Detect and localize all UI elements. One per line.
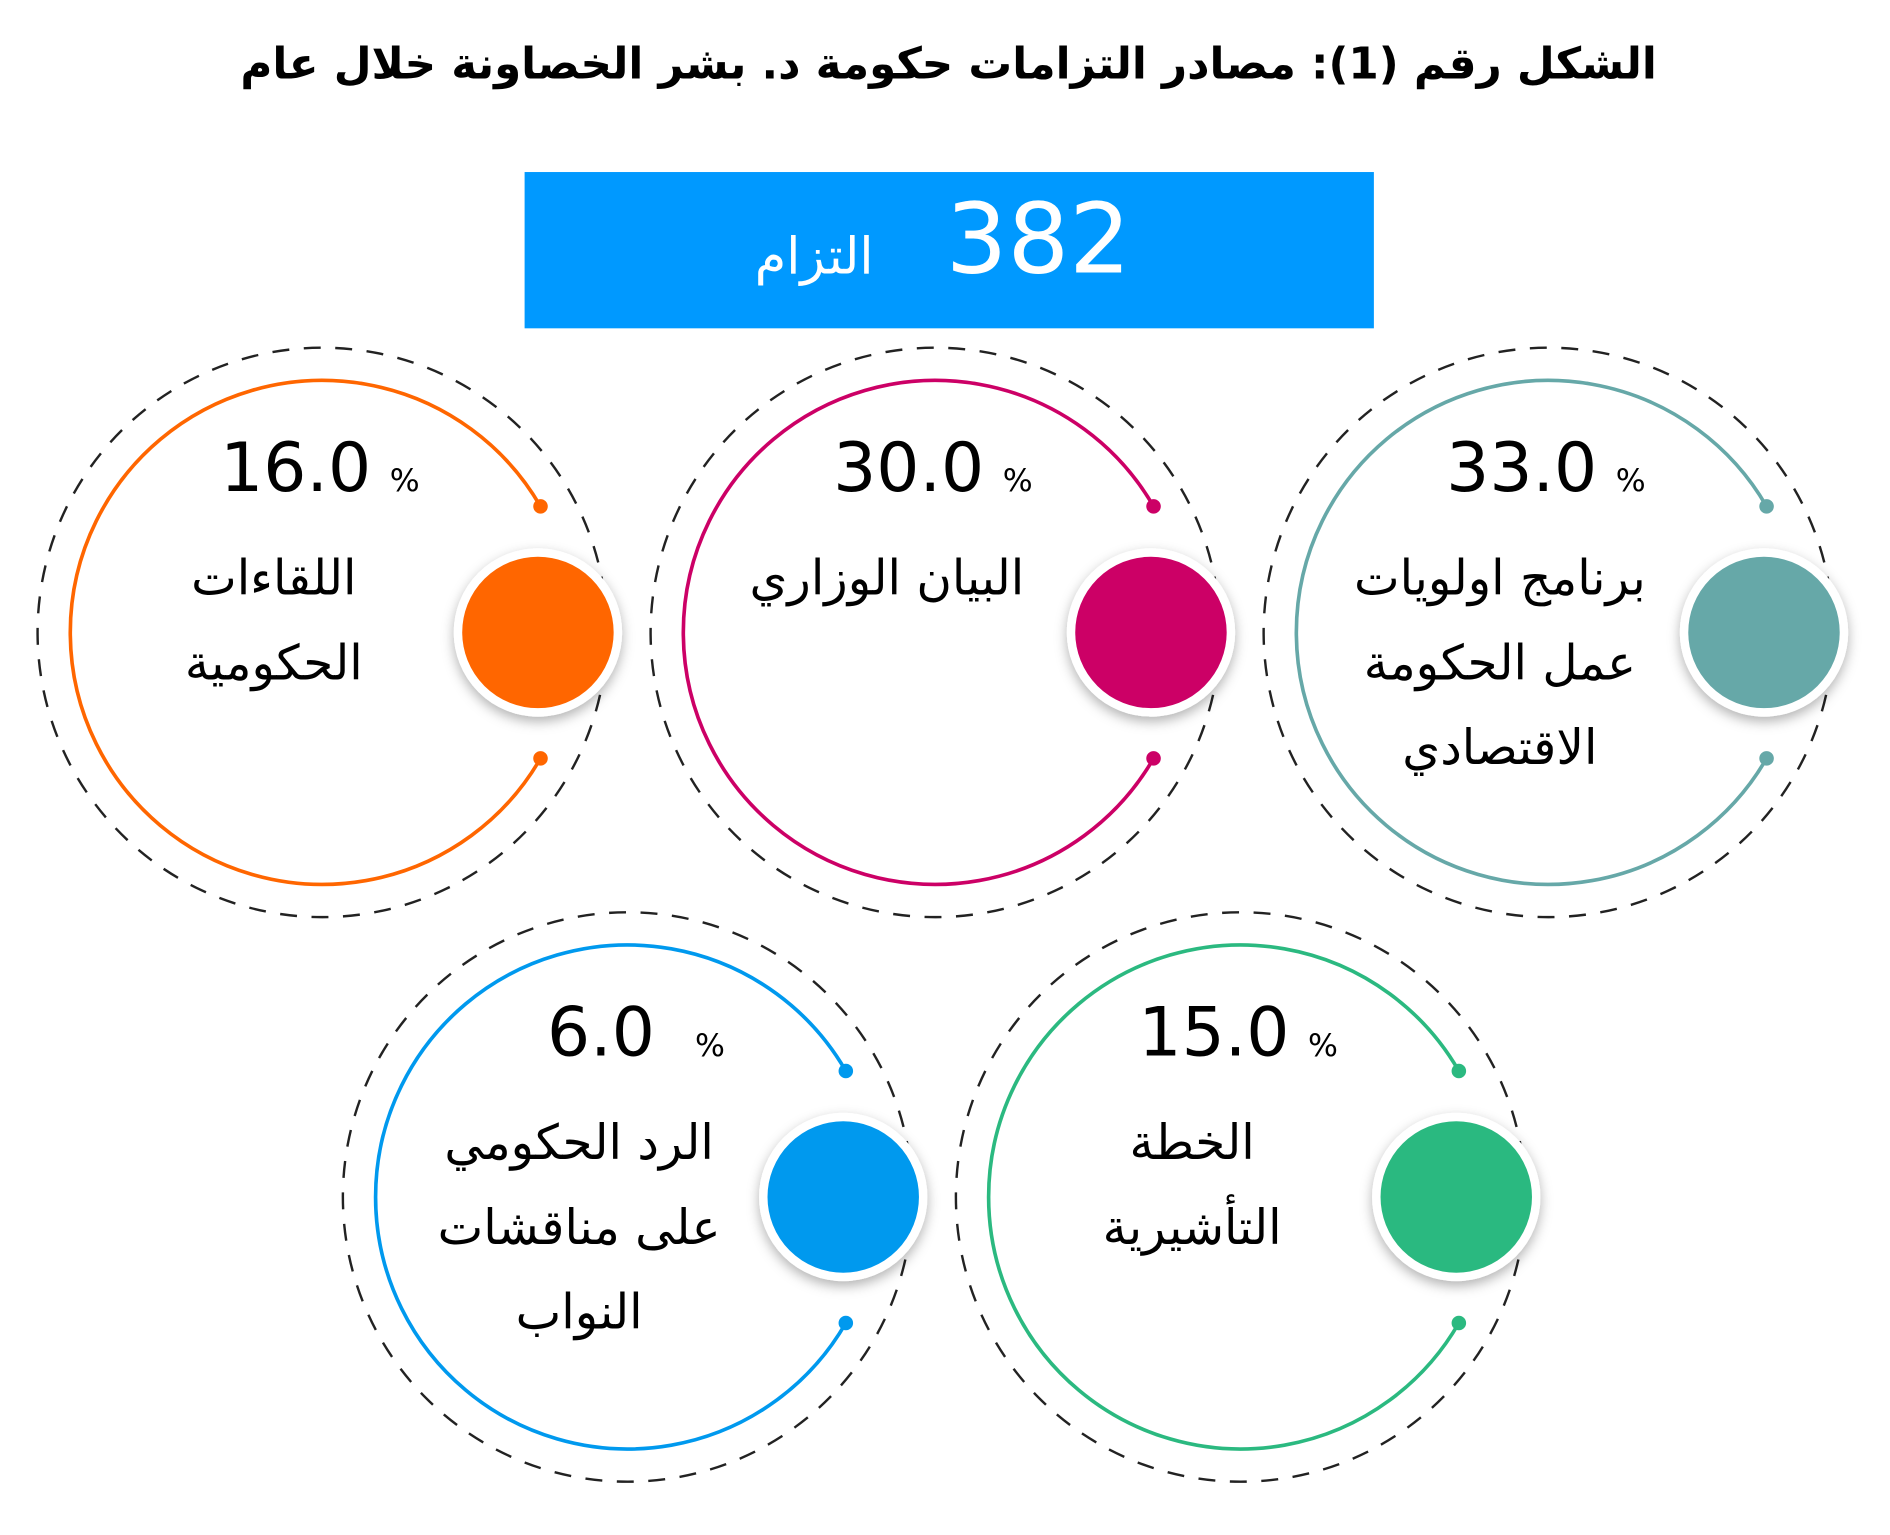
arc-dot (1759, 499, 1774, 514)
ring-arc (373, 943, 848, 1451)
arc-dot (1759, 751, 1774, 766)
item-label: البيان الوزاري (750, 551, 1025, 607)
ring-arc (1294, 378, 1769, 887)
arc-dot (1146, 499, 1161, 514)
total-label: التزام (755, 226, 874, 286)
item-label: الاقتصادي (1402, 720, 1597, 776)
arc-dot (1451, 1063, 1467, 1079)
bubble (453, 548, 623, 717)
percent-unit: % (390, 463, 420, 499)
percent-value: 15.0 (1138, 993, 1289, 1072)
arc-dot (838, 1063, 854, 1079)
item-label: اللقاءات (191, 551, 356, 607)
percent-value: 16.0 (220, 428, 371, 507)
title: الشكل رقم (1): مصادر التزامات حكومة د. ب… (240, 40, 1656, 90)
bubble (1066, 548, 1236, 717)
ring-arc (986, 943, 1461, 1451)
item-label: على مناقشات (438, 1200, 721, 1256)
total-box (524, 172, 1374, 329)
bubble (759, 1112, 928, 1282)
item-label: الخطة (1130, 1115, 1255, 1171)
percent-unit: % (695, 1028, 725, 1064)
item-label: الحكومية (185, 635, 363, 691)
percent-unit: % (1308, 1028, 1338, 1064)
bubble (1372, 1112, 1541, 1282)
arc-dot (1146, 751, 1161, 766)
item-label: الرد الحكومي (444, 1115, 714, 1171)
bubble (1679, 548, 1849, 717)
percent-unit: % (1616, 463, 1646, 499)
total-value: 382 (946, 182, 1131, 295)
percent-value: 6.0 (547, 993, 655, 1072)
item-label: عمل الحكومة (1364, 635, 1636, 691)
percent-value: 30.0 (833, 428, 984, 507)
arc-dot (533, 751, 548, 766)
ring-arc (681, 378, 1156, 887)
percent-unit: % (1003, 463, 1033, 499)
item-label: برنامج اولويات (1354, 551, 1646, 607)
arc-dot (838, 1315, 854, 1331)
arc-dot (1451, 1315, 1467, 1331)
item-label: التأشيرية (1103, 1194, 1282, 1256)
ring-arc (68, 378, 543, 887)
percent-value: 33.0 (1446, 428, 1597, 507)
arc-dot (533, 499, 548, 514)
item-label: النواب (516, 1285, 643, 1341)
